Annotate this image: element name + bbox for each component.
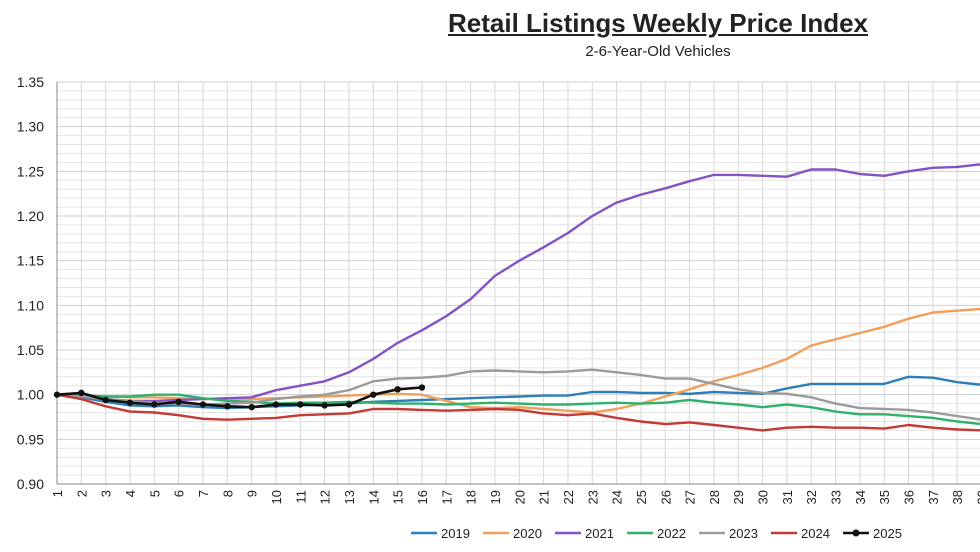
x-tick-label: 25 (634, 490, 649, 504)
x-tick-label: 35 (877, 490, 892, 504)
y-tick-label: 1.20 (17, 208, 44, 224)
data-point-2025 (224, 403, 231, 410)
x-tick-label: 19 (488, 490, 503, 504)
chart-title: Retail Listings Weekly Price Index (447, 8, 868, 38)
chart-subtitle: 2-6-Year-Old Vehicles (585, 43, 731, 60)
data-point-2025 (345, 401, 353, 408)
x-tick-label: 10 (269, 490, 284, 504)
y-tick-label: 0.95 (17, 431, 44, 447)
x-tick-label: 5 (147, 490, 162, 497)
x-tick-label: 36 (902, 490, 917, 504)
x-tick-label: 20 (512, 490, 527, 504)
x-tick-label: 3 (99, 490, 114, 497)
x-tick-label: 11 (293, 490, 308, 504)
legend-marker-2025 (852, 529, 860, 537)
x-tick-label: 8 (220, 490, 235, 497)
data-point-2025 (53, 391, 61, 398)
x-tick-label: 16 (415, 490, 430, 504)
data-point-2025 (394, 386, 401, 393)
x-tick-label: 6 (172, 490, 187, 497)
data-point-2025 (272, 401, 280, 408)
data-point-2025 (418, 384, 426, 391)
x-tick-label: 34 (853, 490, 868, 504)
data-point-2025 (102, 396, 109, 404)
x-tick-label: 24 (610, 490, 625, 504)
data-point-2025 (248, 403, 255, 411)
data-point-2025 (321, 402, 328, 409)
x-tick-label: 12 (318, 490, 333, 504)
legend-label-2023: 2023 (729, 526, 758, 541)
x-tick-label: 33 (829, 490, 844, 504)
y-tick-label: 0.90 (17, 476, 44, 492)
x-tick-label: 22 (561, 490, 576, 504)
y-tick-label: 1.30 (17, 119, 44, 135)
x-tick-label: 39 (975, 490, 980, 504)
x-tick-label: 4 (123, 490, 138, 497)
legend-label-2019: 2019 (441, 526, 470, 541)
y-tick-label: 1.15 (17, 253, 44, 269)
y-tick-label: 1.10 (17, 297, 44, 313)
x-tick-label: 26 (658, 490, 673, 504)
series-line-2025 (56, 386, 422, 409)
series-line-2022 (56, 393, 980, 426)
series-line-2021 (56, 163, 980, 403)
x-tick-label: 29 (731, 490, 746, 504)
series-line-2024 (56, 393, 980, 432)
data-point-2025 (199, 401, 207, 408)
x-tick-label: 23 (585, 490, 600, 504)
x-tick-label: 1 (50, 490, 65, 497)
x-tick-label: 7 (196, 490, 211, 497)
data-point-2025 (78, 389, 85, 397)
y-tick-label: 1.25 (17, 163, 44, 179)
data-point-2025 (126, 399, 134, 406)
y-tick-label: 1.05 (17, 342, 44, 358)
x-tick-label: 30 (756, 490, 771, 504)
legend-label-2022: 2022 (657, 526, 686, 541)
y-tick-label: 1.35 (17, 74, 44, 90)
x-tick-label: 14 (366, 490, 381, 504)
x-tick-label: 21 (537, 490, 552, 504)
x-tick-label: 17 (439, 490, 454, 504)
x-tick-label: 27 (683, 490, 698, 504)
y-tick-label: 1.00 (17, 387, 44, 403)
x-tick-label: 32 (804, 490, 819, 504)
x-tick-label: 15 (391, 490, 406, 504)
series-line-2019 (56, 375, 980, 410)
legend-label-2025: 2025 (873, 526, 902, 541)
x-tick-label: 37 (926, 490, 941, 504)
data-point-2025 (175, 398, 182, 406)
x-tick-label: 2 (74, 490, 89, 497)
x-tick-label: 38 (950, 490, 965, 504)
x-tick-label: 13 (342, 490, 357, 504)
data-point-2025 (151, 401, 158, 408)
legend-label-2024: 2024 (801, 526, 830, 541)
legend-label-2020: 2020 (513, 526, 542, 541)
x-tick-label: 28 (707, 490, 722, 504)
data-point-2025 (370, 391, 377, 398)
x-tick-label: 18 (464, 490, 479, 504)
x-tick-label: 9 (245, 490, 260, 497)
data-point-2025 (297, 401, 304, 408)
x-tick-label: 31 (780, 490, 795, 504)
legend-label-2021: 2021 (585, 526, 614, 541)
